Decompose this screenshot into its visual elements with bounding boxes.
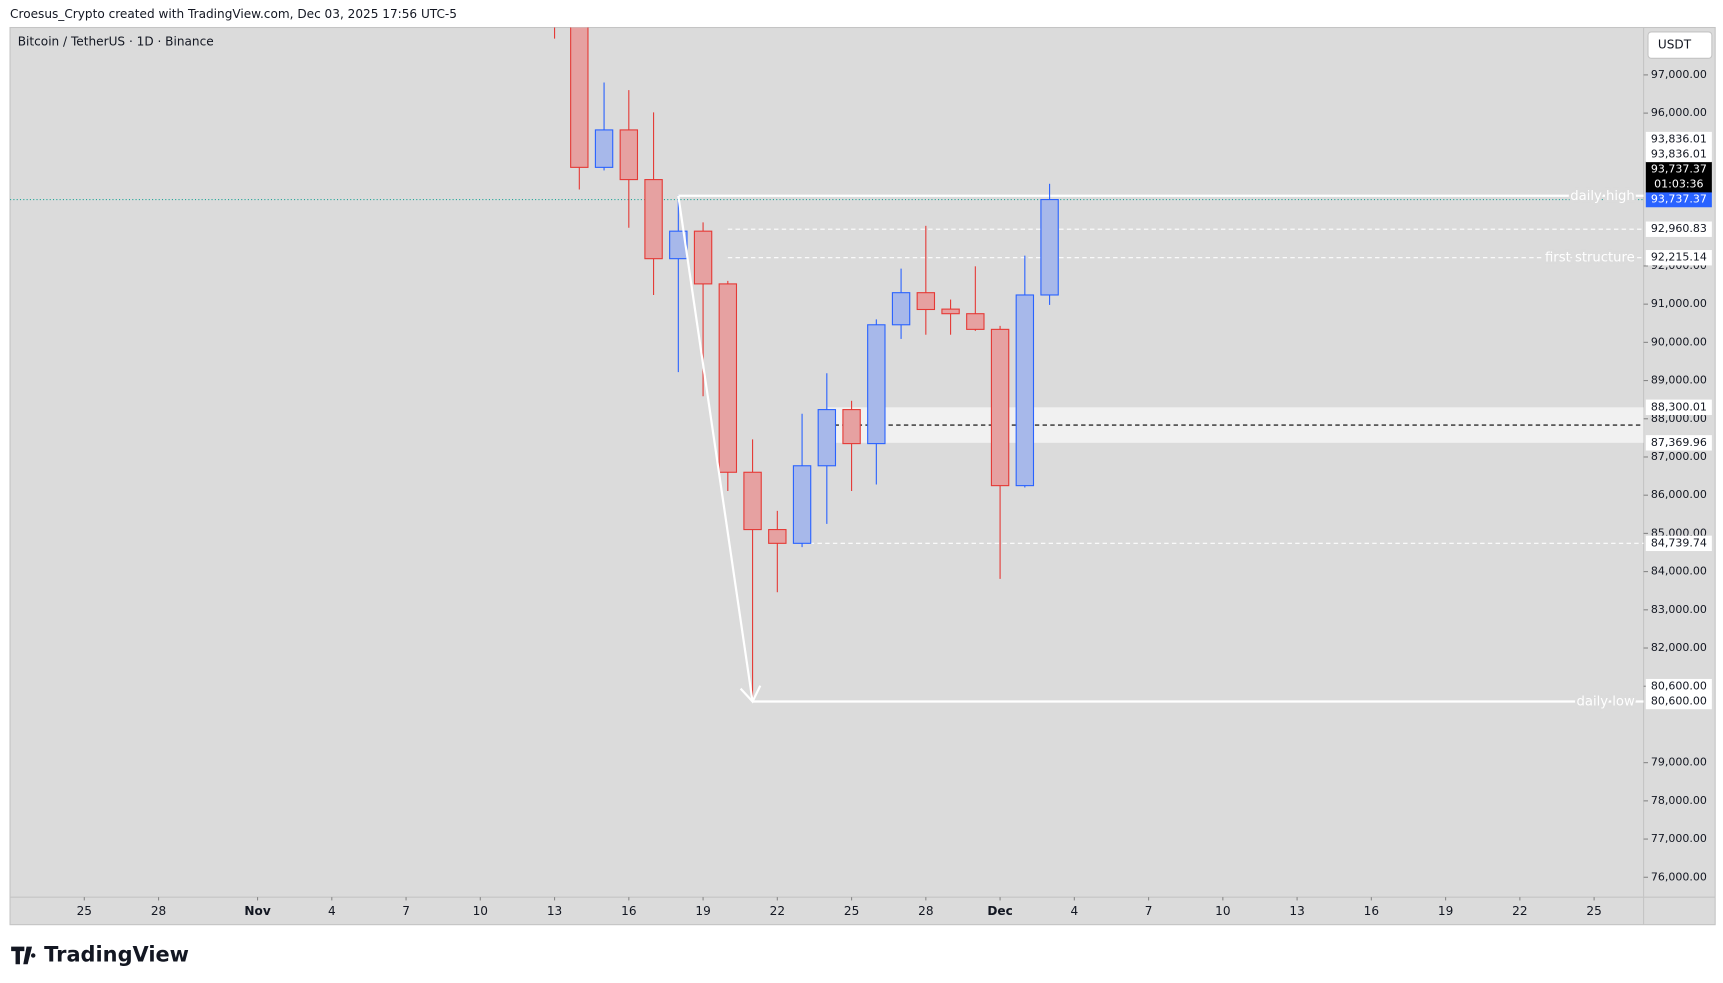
x-tick-label: 22 <box>770 904 785 918</box>
price-tag-label: 92,960.83 <box>1651 222 1707 235</box>
candle-body <box>1040 199 1059 296</box>
candle-body <box>867 324 886 445</box>
x-tick-label: 28 <box>151 904 166 918</box>
candle-body <box>842 409 861 445</box>
y-tick-label: 83,000.00 <box>1651 603 1707 616</box>
x-tick-label: 19 <box>695 904 710 918</box>
candle-body <box>693 230 713 285</box>
x-tick-label: 10 <box>1215 904 1230 918</box>
y-tick-label: 78,000.00 <box>1651 794 1707 807</box>
price-tag <box>1645 250 1712 266</box>
price-tag-label: 88,300.01 <box>1651 400 1707 413</box>
x-tick-label: Nov <box>244 904 270 918</box>
x-tick-label: 16 <box>1364 904 1379 918</box>
x-tick-label: 4 <box>328 904 336 918</box>
candle-body <box>792 465 812 544</box>
price-tag <box>1645 693 1712 710</box>
y-tick-label: 96,000.00 <box>1651 106 1707 119</box>
price-tag <box>1645 146 1712 163</box>
level-label: daily high <box>1570 189 1635 204</box>
axes: 97,000.0096,000.0092,000.0091,000.0090,0… <box>77 68 1712 918</box>
y-tick-label: 86,000.00 <box>1651 488 1707 501</box>
price-tag-label: 93,836.01 <box>1651 147 1707 160</box>
y-tick-label: 77,000.00 <box>1651 832 1707 845</box>
arrow <box>677 195 754 702</box>
x-tick-label: 19 <box>1438 904 1453 918</box>
candle-body <box>570 27 589 168</box>
currency[interactable]: USDT <box>1658 38 1692 52</box>
price-tag-label: 92,215.14 <box>1651 251 1707 264</box>
price-tag-label: 93,737.37 <box>1651 162 1707 175</box>
x-tick-label: Dec <box>987 904 1012 918</box>
logo-text: TradingView <box>44 942 189 966</box>
candle-body <box>966 313 985 330</box>
x-tick-label: 28 <box>918 904 933 918</box>
y-tick-label: 97,000.00 <box>1651 68 1707 81</box>
price-tag <box>1645 678 1712 695</box>
logo: TradingView <box>11 942 189 966</box>
price-tag-label: 87,369.96 <box>1651 436 1707 449</box>
price-tag <box>1645 535 1712 552</box>
price-tag-label: 93,737.37 <box>1651 193 1707 206</box>
x-tick-label: 7 <box>402 904 410 918</box>
price-tag <box>1645 435 1712 451</box>
y-tick-label: 76,000.00 <box>1651 870 1707 883</box>
x-tick-label: 13 <box>1289 904 1304 918</box>
candle-body <box>1015 294 1035 487</box>
price-tag <box>1645 161 1712 193</box>
price-tag <box>1645 191 1712 208</box>
y-tick-label: 91,000.00 <box>1651 297 1707 310</box>
x-tick-label: 25 <box>844 904 859 918</box>
candle-body <box>718 283 738 473</box>
y-tick-label: 82,000.00 <box>1651 641 1707 654</box>
plot: daily high first structure daily low <box>10 27 1644 712</box>
candle-body <box>644 179 663 260</box>
x-tick-label: 7 <box>1145 904 1153 918</box>
credit: Croesus_Crypto created with TradingView.… <box>10 7 457 21</box>
price-tag-label: 80,600.00 <box>1651 695 1707 708</box>
candle-body <box>619 129 639 181</box>
symbol-title: Bitcoin / TetherUS · 1D · Binance <box>18 34 214 48</box>
candle-body <box>594 129 614 168</box>
x-tick-label: 22 <box>1512 904 1527 918</box>
candle-body <box>990 328 1010 487</box>
arrow-head <box>739 685 762 704</box>
price-tag-label: 84,739.74 <box>1651 536 1707 549</box>
candle-body <box>669 230 688 260</box>
y-tick-label: 89,000.00 <box>1651 374 1707 387</box>
candle-body <box>817 409 837 467</box>
level-label: first structure <box>1545 251 1635 266</box>
y-tick-label: 84,000.00 <box>1651 565 1707 578</box>
candle-body <box>916 292 936 311</box>
candle-body <box>743 471 762 531</box>
price-tag-label: 93,836.01 <box>1651 133 1707 146</box>
y-tick-label: 88,000.00 <box>1651 412 1707 425</box>
chart-panel <box>9 26 1716 926</box>
candle-body <box>768 529 787 544</box>
candle-body <box>941 308 960 315</box>
x-tick-label: 25 <box>77 904 92 918</box>
x-tick-label: 16 <box>621 904 636 918</box>
currency-button[interactable] <box>1647 31 1713 59</box>
countdown: 01:03:36 <box>1654 178 1703 191</box>
y-tick-label: 79,000.00 <box>1651 756 1707 769</box>
price-tag <box>1645 399 1712 416</box>
y-tick-label: 90,000.00 <box>1651 335 1707 348</box>
candle-body <box>891 292 911 326</box>
x-tick-label: 4 <box>1070 904 1078 918</box>
x-tick-label: 10 <box>473 904 488 918</box>
x-tick-label: 25 <box>1586 904 1601 918</box>
price-tag <box>1645 221 1712 237</box>
level-label: daily low <box>1577 695 1636 710</box>
price-tag <box>1645 131 1712 148</box>
x-tick-label: 13 <box>547 904 562 918</box>
y-tick-label: 87,000.00 <box>1651 450 1707 463</box>
price-tag-label: 80,600.00 <box>1651 680 1707 693</box>
